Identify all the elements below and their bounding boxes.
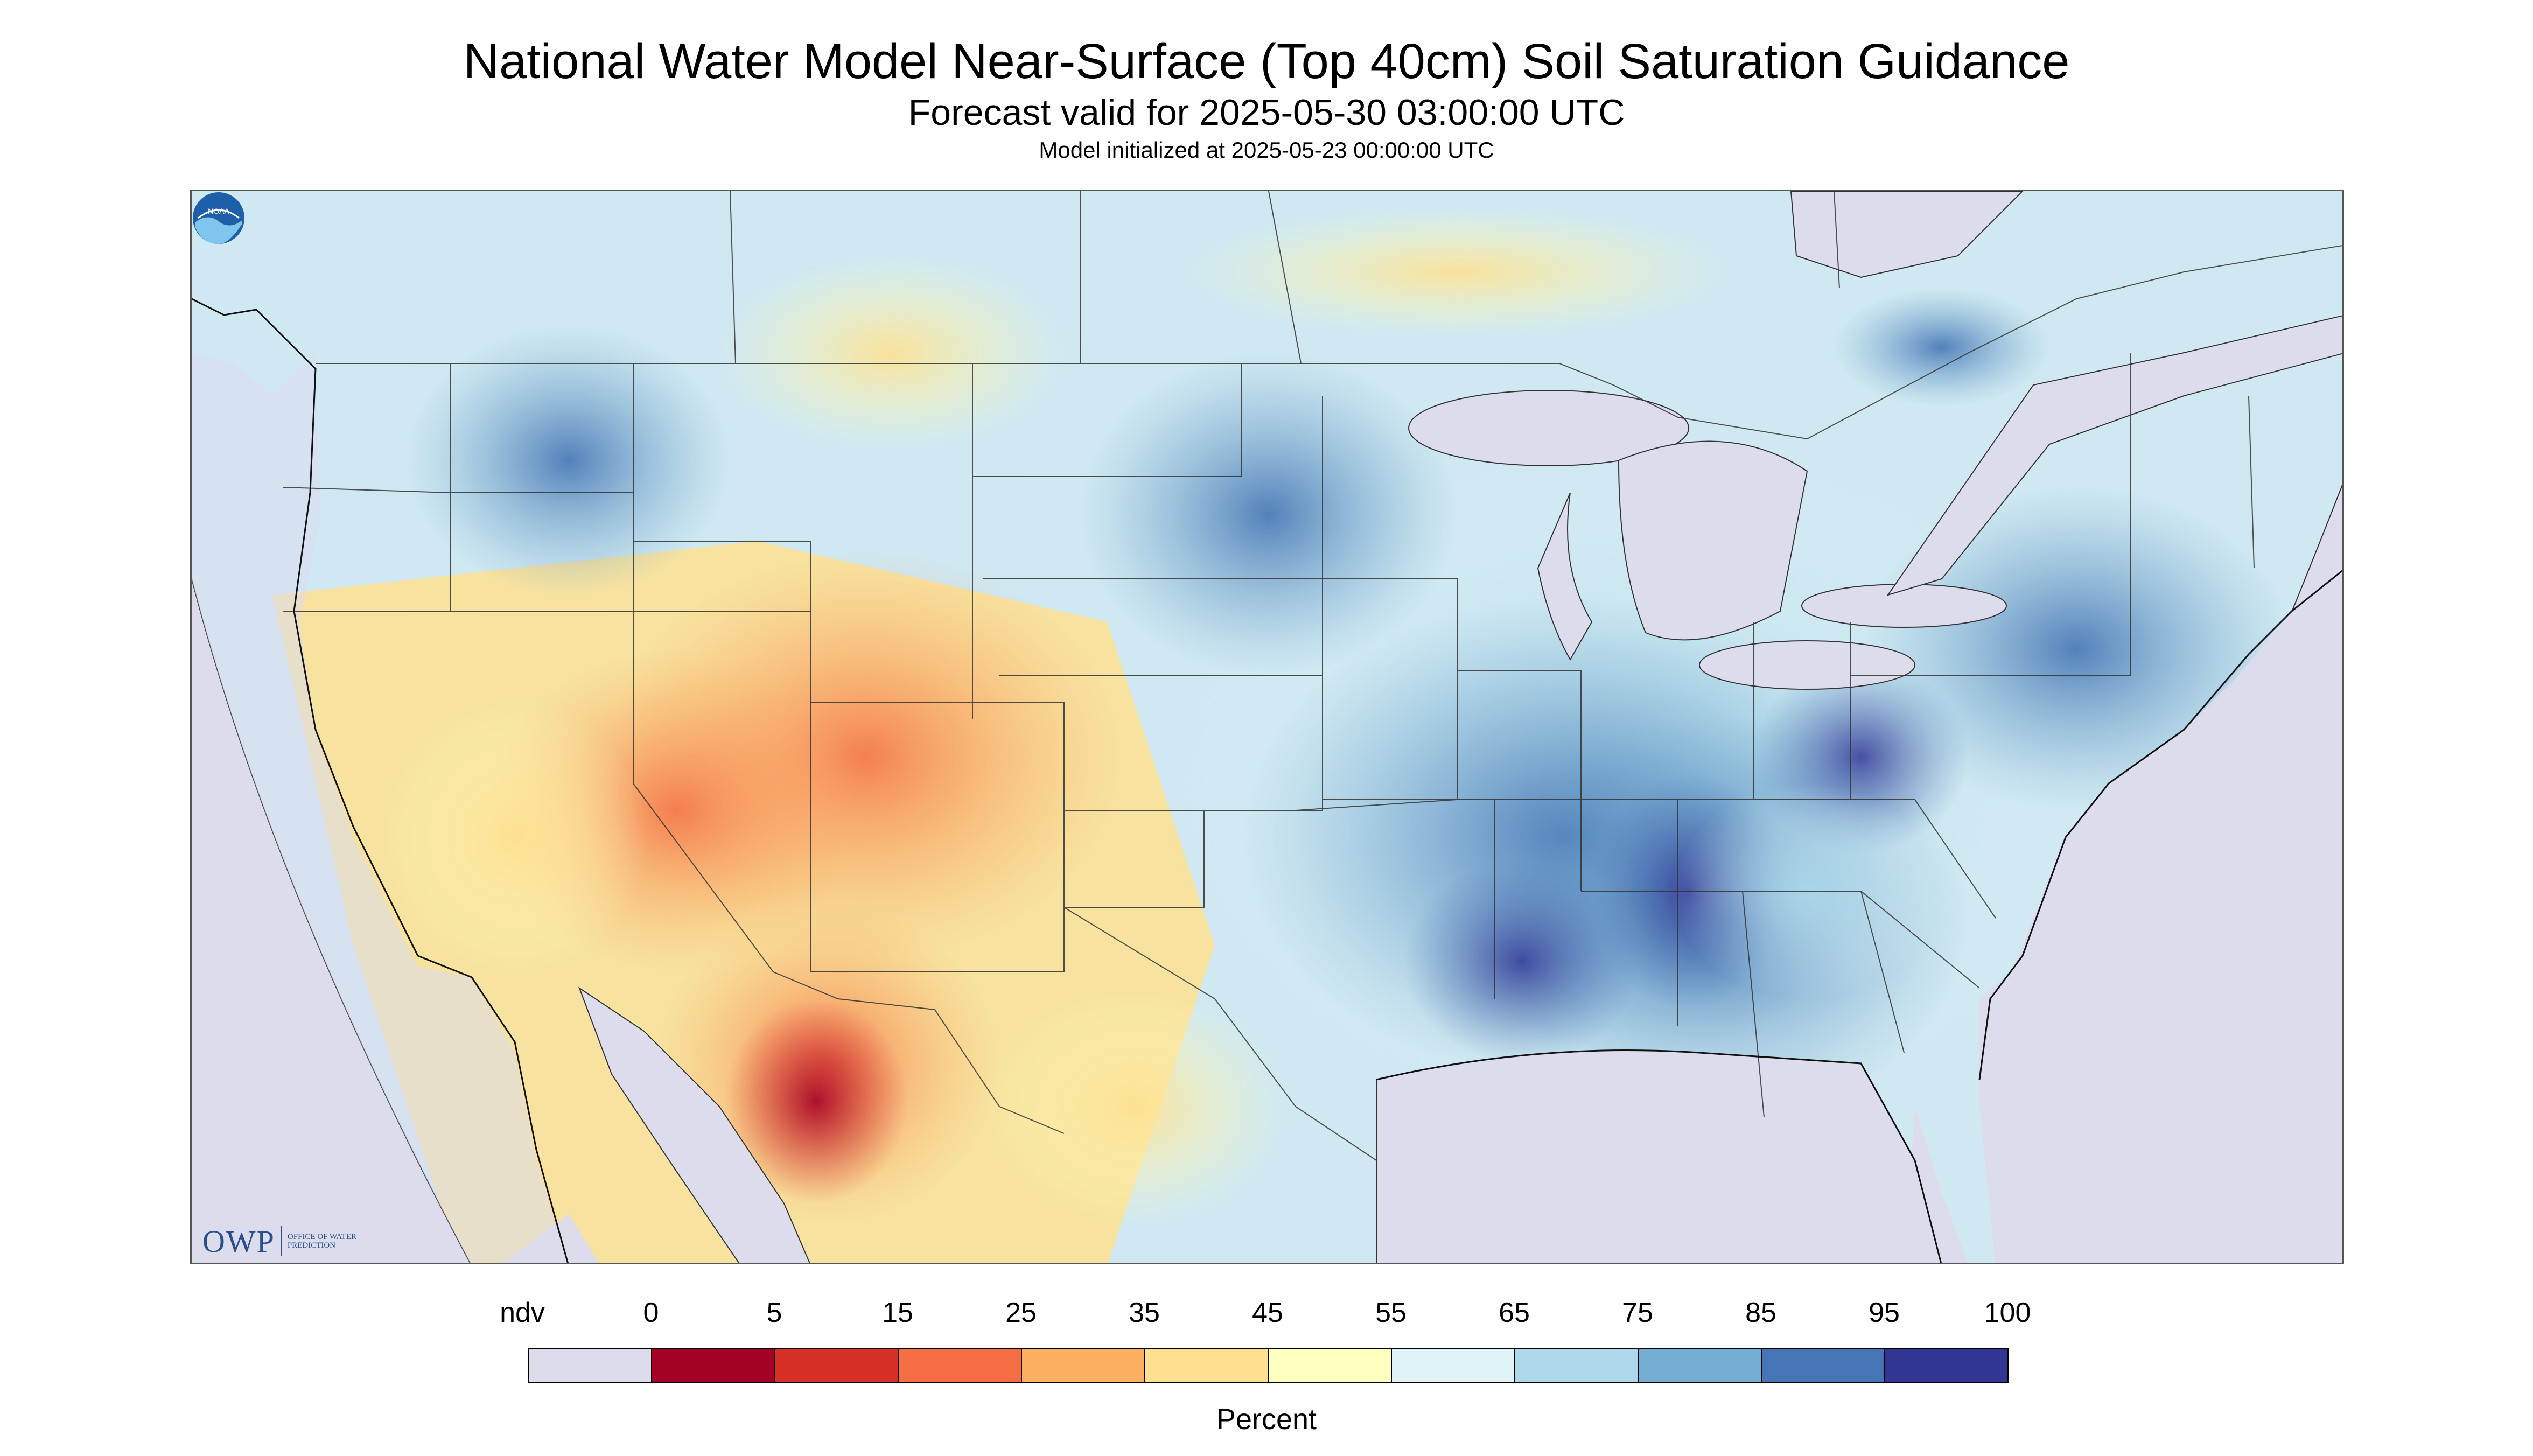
noaa-logo: NOAA bbox=[193, 192, 244, 244]
map-canvas bbox=[192, 191, 2342, 1263]
legend-units: Percent bbox=[1216, 1403, 1317, 1436]
legend-swatch-4 bbox=[1021, 1348, 1145, 1383]
legend-tick-label: 85 bbox=[1745, 1297, 1776, 1328]
legend-swatch-2 bbox=[774, 1348, 899, 1383]
owp-logo-mark: OWP bbox=[202, 1223, 275, 1259]
noaa-logo-text: NOAA bbox=[208, 207, 229, 215]
legend-tick-label: 55 bbox=[1375, 1297, 1407, 1328]
legend-ndv-label: ndv bbox=[500, 1297, 545, 1328]
forecast-valid-time: Forecast valid for 2025-05-30 03:00:00 U… bbox=[908, 92, 1625, 133]
legend-swatch-10 bbox=[1761, 1348, 1885, 1383]
model-init-time: Model initialized at 2025-05-23 00:00:00… bbox=[1039, 137, 1494, 163]
legend-swatch-6 bbox=[1268, 1348, 1392, 1383]
legend-swatch-5 bbox=[1144, 1348, 1269, 1383]
legend-tick-label: 0 bbox=[643, 1297, 659, 1328]
soil-saturation-map[interactable]: OWP OFFICE OF WATER PREDICTION NOAA bbox=[190, 190, 2344, 1264]
legend-swatch-11 bbox=[1884, 1348, 2009, 1383]
legend-tick-label: 35 bbox=[1129, 1297, 1160, 1328]
map-title: National Water Model Near-Surface (Top 4… bbox=[463, 34, 2070, 89]
legend-swatch-1 bbox=[651, 1348, 775, 1383]
legend-swatch-7 bbox=[1391, 1348, 1515, 1383]
owp-logo-text: OFFICE OF WATER PREDICTION bbox=[287, 1233, 356, 1250]
legend-tick-label: 45 bbox=[1252, 1297, 1283, 1328]
legend-swatch-0 bbox=[528, 1348, 652, 1383]
legend-tick-label: 15 bbox=[882, 1297, 913, 1328]
legend-swatch-8 bbox=[1514, 1348, 1639, 1383]
legend-tick-label: 100 bbox=[1984, 1297, 2031, 1328]
legend-tick-label: 25 bbox=[1005, 1297, 1037, 1328]
legend-swatch-3 bbox=[898, 1348, 1022, 1383]
owp-logo: OWP OFFICE OF WATER PREDICTION bbox=[202, 1223, 358, 1259]
legend-tick-label: 5 bbox=[766, 1297, 782, 1328]
legend-tick-label: 65 bbox=[1499, 1297, 1530, 1328]
legend-tick-label: 75 bbox=[1622, 1297, 1653, 1328]
owp-logo-divider bbox=[280, 1226, 282, 1256]
legend-tick-label: 95 bbox=[1869, 1297, 1900, 1328]
legend-swatch-9 bbox=[1638, 1348, 1762, 1383]
legend-colorbar bbox=[528, 1348, 2009, 1383]
